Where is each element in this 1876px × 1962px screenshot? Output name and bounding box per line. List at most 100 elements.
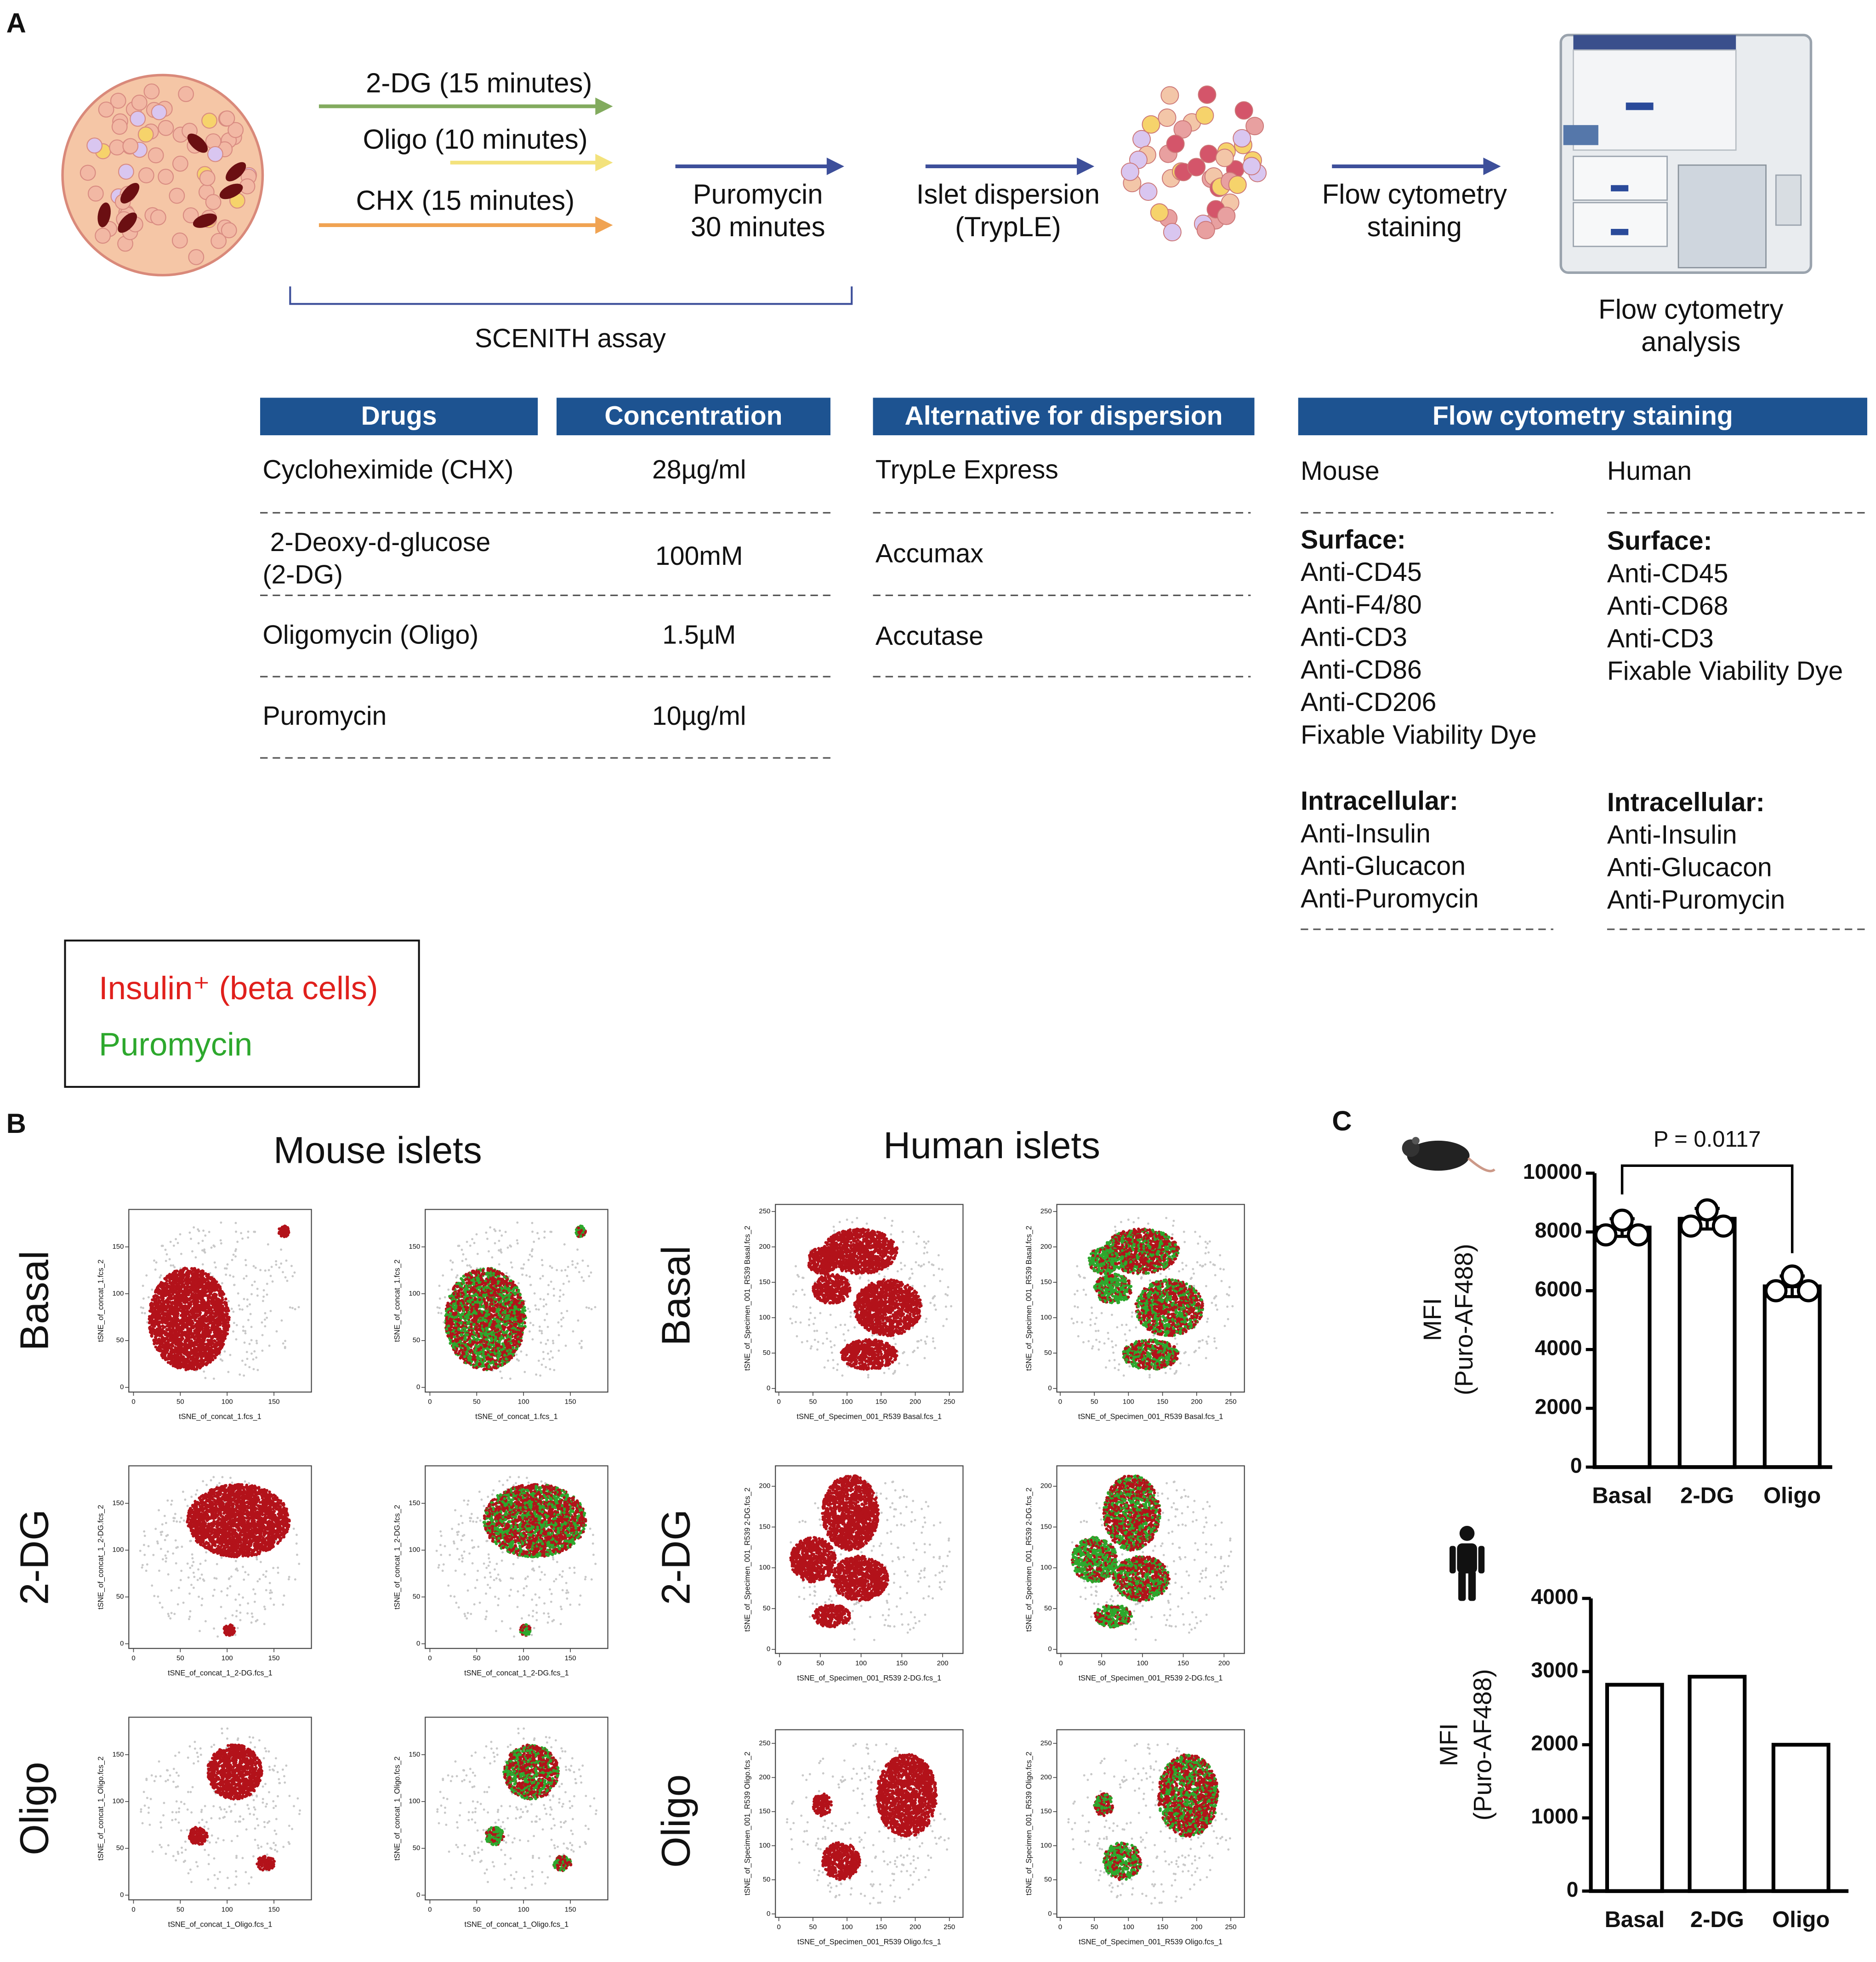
tsne-dot xyxy=(222,1324,225,1328)
tsne-dot xyxy=(222,1314,226,1318)
tsne-dot xyxy=(153,1307,157,1310)
tsne-dot xyxy=(195,1310,199,1314)
staining-item: Anti-CD68 xyxy=(1607,591,1728,621)
tsne-dot xyxy=(152,1338,156,1342)
staining-group-title: Intracellular: xyxy=(1607,788,1765,817)
tsne-dot xyxy=(153,1299,156,1302)
tsne-dot xyxy=(192,1309,195,1312)
tsne-dot xyxy=(154,1341,157,1345)
tsne-dot xyxy=(162,1319,165,1322)
tsne-dot xyxy=(545,1366,547,1369)
islet-cell xyxy=(182,207,199,223)
tsne-dot xyxy=(201,1293,205,1297)
tsne-dot xyxy=(275,1330,278,1333)
islet-cell xyxy=(221,222,237,239)
step-label: Islet dispersion xyxy=(916,179,1100,210)
tsne-dot xyxy=(213,1306,216,1310)
tsne-dot xyxy=(244,1330,247,1332)
islet-cell xyxy=(150,209,166,226)
tsne-dot xyxy=(148,1321,151,1325)
tsne-dot xyxy=(280,1248,283,1251)
tsne-dot xyxy=(244,1363,247,1366)
islet-cell xyxy=(219,110,235,127)
tsne-dot xyxy=(290,1265,293,1267)
dispersed-cell xyxy=(1217,206,1236,225)
tsne-dot xyxy=(549,1230,552,1233)
tsne-dot xyxy=(190,1238,192,1240)
tsne-dot xyxy=(270,1266,273,1268)
tsne-dot xyxy=(195,1339,199,1342)
tsne-dot xyxy=(166,1341,169,1344)
tsne-dot xyxy=(476,1252,479,1255)
tsne-dot xyxy=(475,1233,478,1236)
islet-cell xyxy=(178,86,194,102)
tsne-dot xyxy=(205,1361,209,1365)
tsne-dot xyxy=(542,1351,545,1353)
tsne-dot xyxy=(210,1297,213,1300)
tsne-dot xyxy=(173,1285,176,1289)
tsne-x-label: tSNE_of_concat_1.fcs_1 xyxy=(179,1413,262,1421)
table-header xyxy=(260,398,538,436)
tsne-dot xyxy=(188,1352,191,1355)
tsne-dot xyxy=(517,1282,520,1285)
tsne-dot xyxy=(181,1290,184,1293)
tsne-dot xyxy=(284,1276,287,1279)
tsne-dot xyxy=(485,1231,488,1234)
tsne-dot xyxy=(540,1330,543,1332)
tsne-dot xyxy=(494,1230,497,1232)
tsne-dot xyxy=(240,1232,243,1234)
dispersed-cell xyxy=(1120,162,1139,181)
tsne-dot xyxy=(247,1236,250,1239)
tsne-dot xyxy=(204,1312,207,1316)
dispersed-cell xyxy=(1233,129,1251,148)
tsne-dot xyxy=(199,1349,203,1352)
tsne-dot xyxy=(516,1221,519,1224)
tsne-dot xyxy=(264,1312,267,1314)
tsne-dot xyxy=(267,1269,270,1272)
tsne-dot xyxy=(466,1264,469,1267)
tsne-dot xyxy=(210,1278,214,1281)
staining-group-title: Surface: xyxy=(1301,525,1406,554)
tsne-dot xyxy=(261,1334,264,1336)
mouse-icon xyxy=(1402,1137,1495,1172)
tsne-dot xyxy=(192,1357,196,1360)
tsne-dot xyxy=(213,1346,216,1349)
tsne-dot xyxy=(531,1255,533,1258)
tsne-dot xyxy=(284,1234,287,1237)
tsne-dot xyxy=(165,1260,167,1263)
tsne-dot xyxy=(543,1236,546,1239)
tsne-dot xyxy=(436,1306,439,1309)
tsne-dot xyxy=(167,1338,171,1342)
tsne-dot xyxy=(164,1337,167,1340)
tsne-dot xyxy=(231,1259,233,1261)
tsne-dot xyxy=(229,1274,232,1277)
dispersed-cell xyxy=(1173,120,1192,139)
tsne-dot xyxy=(210,1288,214,1291)
tsne-dot xyxy=(168,1308,171,1311)
dispersed-cells-icon xyxy=(1120,85,1267,242)
tsne-dot xyxy=(159,1276,161,1279)
tsne-dot xyxy=(254,1267,257,1269)
tsne-dot xyxy=(252,1358,255,1361)
table-header xyxy=(1298,398,1867,436)
tsne-dot xyxy=(171,1325,175,1329)
tsne-dot xyxy=(585,1306,588,1309)
tsne-dot xyxy=(172,1297,175,1300)
tsne-dot xyxy=(520,1267,523,1270)
tsne-dot xyxy=(177,1327,181,1331)
step-label: Puromycin xyxy=(693,179,823,210)
tsne-dot xyxy=(218,1292,222,1296)
tsne-dot xyxy=(562,1293,565,1296)
tsne-dot xyxy=(227,1300,230,1302)
islet-cell xyxy=(158,120,174,136)
tsne-dot xyxy=(285,1259,288,1262)
islet-cell xyxy=(210,233,227,249)
tsne-dot xyxy=(540,1259,543,1262)
tsne-dot xyxy=(469,1244,472,1247)
tsne-dot xyxy=(178,1304,182,1308)
islet-cell xyxy=(138,167,154,183)
islet-cell xyxy=(205,194,222,210)
tsne-dot xyxy=(188,1333,192,1336)
tsne-dot xyxy=(470,1266,472,1268)
tsne-dot xyxy=(594,1306,597,1308)
